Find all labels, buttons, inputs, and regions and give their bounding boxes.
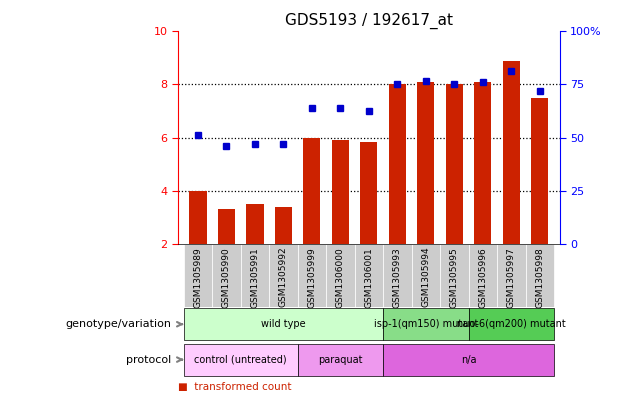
Bar [440, 244, 469, 307]
Bar [531, 98, 548, 244]
Text: GSM1305989: GSM1305989 [193, 247, 202, 308]
Text: GSM1305993: GSM1305993 [393, 247, 402, 308]
Text: GSM1305990: GSM1305990 [222, 247, 231, 308]
Text: GSM1305996: GSM1305996 [478, 247, 487, 308]
Bar [474, 82, 492, 244]
Bar [383, 308, 469, 340]
Text: GSM1305995: GSM1305995 [450, 247, 459, 308]
Text: GSM1305998: GSM1305998 [536, 247, 544, 308]
Bar [383, 244, 411, 307]
Bar [184, 343, 298, 376]
Text: GSM1305997: GSM1305997 [507, 247, 516, 308]
Text: protocol: protocol [127, 354, 172, 365]
Bar [361, 141, 377, 244]
Text: GSM1305999: GSM1305999 [307, 247, 317, 308]
Bar [417, 82, 434, 244]
Text: genotype/variation: genotype/variation [66, 319, 172, 329]
Bar [389, 84, 406, 244]
Bar [469, 244, 497, 307]
Text: wild type: wild type [261, 319, 306, 329]
Text: paraquat: paraquat [318, 354, 363, 365]
Bar [298, 244, 326, 307]
Text: nuo-6(qm200) mutant: nuo-6(qm200) mutant [457, 319, 565, 329]
Bar [326, 244, 355, 307]
Bar [525, 244, 554, 307]
Bar [241, 244, 269, 307]
Bar [303, 138, 321, 244]
Text: n/a: n/a [461, 354, 476, 365]
Title: GDS5193 / 192617_at: GDS5193 / 192617_at [285, 13, 453, 29]
Text: GSM1305994: GSM1305994 [421, 247, 431, 307]
Bar [212, 244, 241, 307]
Text: GSM1306000: GSM1306000 [336, 247, 345, 308]
Bar [184, 308, 383, 340]
Text: control (untreated): control (untreated) [195, 354, 287, 365]
Text: GSM1305992: GSM1305992 [279, 247, 288, 307]
Text: GSM1305991: GSM1305991 [251, 247, 259, 308]
Text: GSM1306001: GSM1306001 [364, 247, 373, 308]
Text: isp-1(qm150) mutant: isp-1(qm150) mutant [373, 319, 478, 329]
Bar [190, 191, 207, 244]
Bar [184, 244, 212, 307]
Bar [298, 343, 383, 376]
Bar [497, 244, 525, 307]
Bar [269, 244, 298, 307]
Bar [355, 244, 383, 307]
Bar [218, 209, 235, 244]
Bar [502, 61, 520, 244]
Bar [411, 244, 440, 307]
Bar [332, 140, 349, 244]
Bar [383, 343, 554, 376]
Bar [469, 308, 554, 340]
Bar [275, 206, 292, 244]
Bar [246, 204, 263, 244]
Text: ■  transformed count: ■ transformed count [178, 382, 291, 392]
Bar [446, 84, 463, 244]
